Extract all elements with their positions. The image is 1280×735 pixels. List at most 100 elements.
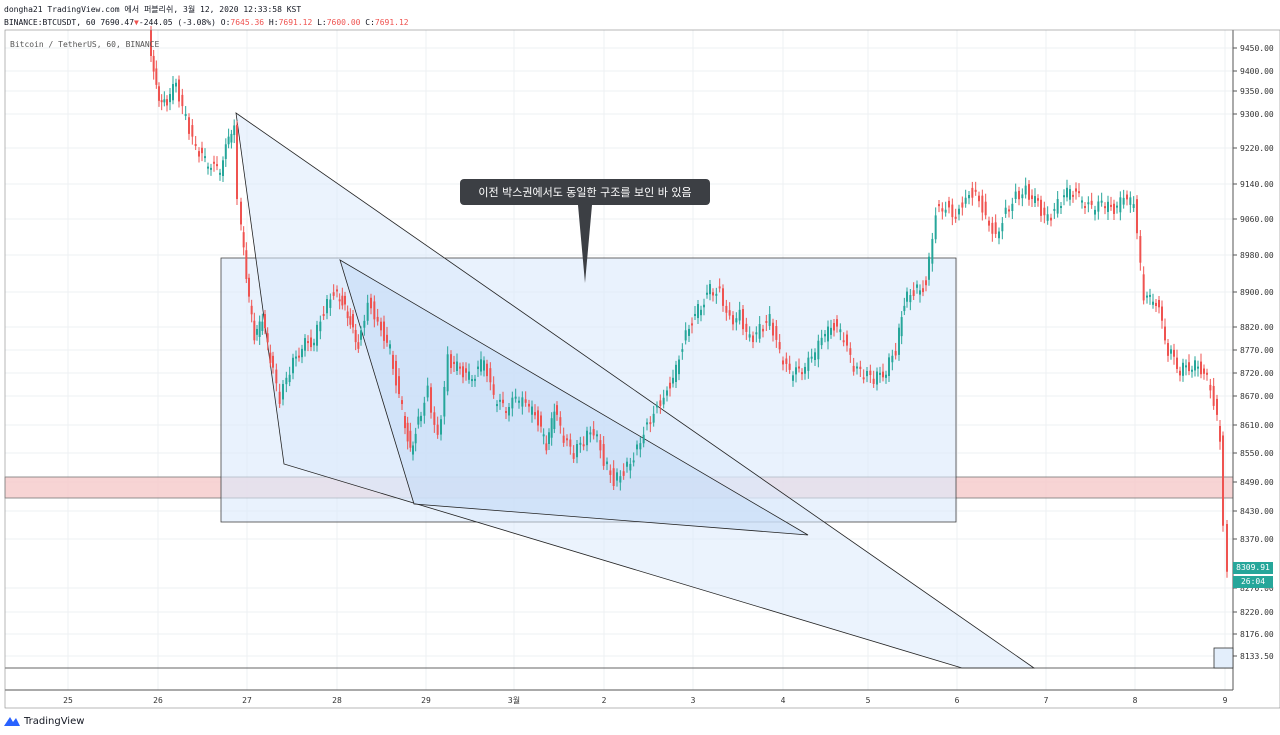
candle-body xyxy=(346,311,349,319)
candle-body xyxy=(616,472,618,481)
candle-body xyxy=(649,422,652,425)
candle-body xyxy=(609,470,612,475)
candle-body xyxy=(795,367,797,375)
candle-body xyxy=(725,305,728,313)
time-axis[interactable]: 25 26 27 28 29 3월 2 3 4 5 6 7 8 9 xyxy=(63,695,1227,705)
open-label: O: xyxy=(215,18,231,27)
price-tick-label: 9140.00 xyxy=(1240,180,1274,189)
candle-body xyxy=(496,404,498,407)
candle-body xyxy=(1087,202,1090,205)
candle-body xyxy=(1053,208,1056,211)
candle-body xyxy=(456,361,458,371)
candle-body xyxy=(1188,362,1190,372)
candle-body xyxy=(919,290,921,295)
candle-body xyxy=(792,375,794,381)
candle-body xyxy=(662,397,665,405)
price-tick-label: 9350.00 xyxy=(1240,87,1274,96)
candle-body xyxy=(599,440,602,451)
candle-body xyxy=(1104,206,1106,209)
candle-body xyxy=(801,372,803,375)
candle-body xyxy=(401,400,403,405)
candle-body xyxy=(253,320,256,341)
candle-body xyxy=(326,298,328,314)
tradingview-brand[interactable]: TradingView xyxy=(4,714,84,728)
time-tick-label: 29 xyxy=(421,696,431,705)
candle-body xyxy=(285,377,288,385)
candle-body xyxy=(978,195,980,202)
chart-frame xyxy=(4,29,1280,709)
candle-body xyxy=(453,361,455,365)
candle-body xyxy=(322,314,325,317)
pattern-small[interactable] xyxy=(339,259,809,536)
candle-body xyxy=(1152,301,1154,305)
candle-body xyxy=(589,432,592,435)
candle-body xyxy=(1203,368,1205,374)
candle-body xyxy=(678,359,680,375)
candle-body xyxy=(440,419,442,435)
candle-body xyxy=(961,202,964,208)
price-tick-label: 8670.00 xyxy=(1240,392,1274,401)
candle-body xyxy=(1046,214,1049,221)
publish-info: dongha21 TradingView.com 에서 퍼블리쉬, 3월 12,… xyxy=(4,5,302,14)
candle-body xyxy=(898,327,900,355)
candle-body xyxy=(261,321,264,331)
price-tick-label: 9400.00 xyxy=(1240,67,1274,76)
candle-body xyxy=(376,316,379,322)
candle-body xyxy=(160,100,163,103)
candle-body xyxy=(1024,185,1027,195)
candle-body xyxy=(778,342,781,350)
candle-body xyxy=(735,318,738,323)
candle-body xyxy=(772,322,774,336)
candle-body xyxy=(489,368,492,383)
candle-body xyxy=(338,299,341,302)
candle-body xyxy=(1050,217,1052,221)
candle-body xyxy=(210,167,212,170)
candle-body xyxy=(559,417,562,426)
candle-body xyxy=(295,356,297,359)
candle-body xyxy=(1031,195,1033,200)
candle-body xyxy=(1072,194,1074,197)
callout[interactable]: 이전 박스권에서도 동일한 구조를 보인 바 있음 xyxy=(460,179,710,283)
candle-body xyxy=(423,402,426,416)
candle-body xyxy=(833,322,835,331)
candle-body xyxy=(1164,326,1166,341)
candle-body xyxy=(1094,209,1096,215)
candle-body xyxy=(392,354,394,369)
candle-body xyxy=(1167,343,1169,356)
candle-body xyxy=(684,330,687,341)
candle-body xyxy=(292,357,294,374)
candle-body xyxy=(900,317,903,337)
price-tick-label: 8430.00 xyxy=(1240,507,1274,516)
candle-body xyxy=(1018,190,1020,200)
candle-body xyxy=(319,321,322,332)
candle-body xyxy=(872,378,875,384)
price-axis[interactable]: 9450.00 9400.00 9350.00 9300.00 9220.00 9140.… xyxy=(1233,44,1274,661)
candle-body xyxy=(856,366,858,369)
candle-body xyxy=(1212,385,1215,406)
candle-body xyxy=(646,422,648,425)
candle-body xyxy=(531,406,533,415)
candle-body xyxy=(459,366,461,369)
candle-body xyxy=(1176,357,1178,369)
last-price-tag: 8309.91 xyxy=(1233,562,1273,574)
tradingview-logo-icon xyxy=(4,717,20,726)
candle-body xyxy=(395,360,397,386)
candle-body xyxy=(426,385,429,398)
candle-body xyxy=(768,314,771,326)
candle-body xyxy=(556,405,558,415)
candle-body xyxy=(373,301,376,320)
candle-body xyxy=(981,195,984,213)
down-arrow-icon: ▼ xyxy=(134,18,139,27)
candle-body xyxy=(1037,198,1039,201)
candle-body xyxy=(852,365,855,372)
candle-body xyxy=(745,323,748,332)
candle-body xyxy=(1185,365,1187,368)
candle-body xyxy=(278,391,281,404)
candle-body xyxy=(830,327,832,335)
candle-body xyxy=(420,415,422,422)
candle-body xyxy=(765,320,768,323)
selection-box[interactable] xyxy=(1213,647,1234,669)
candle-body xyxy=(414,433,417,444)
candle-body xyxy=(389,344,391,349)
